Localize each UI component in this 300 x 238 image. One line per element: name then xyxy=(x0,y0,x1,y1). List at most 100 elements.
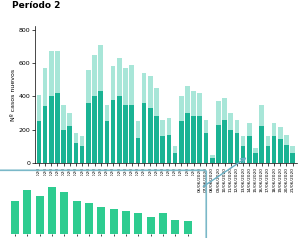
Bar xyxy=(247,123,252,136)
Bar xyxy=(11,200,19,234)
Bar xyxy=(98,91,103,163)
Bar xyxy=(110,209,118,234)
Bar xyxy=(148,76,153,108)
Bar xyxy=(235,133,239,163)
Y-axis label: Nº casos nuevos: Nº casos nuevos xyxy=(11,69,16,121)
Bar xyxy=(136,138,140,163)
Bar xyxy=(278,139,283,163)
Bar xyxy=(43,68,47,106)
Bar xyxy=(191,91,196,116)
Bar xyxy=(173,153,177,163)
Bar xyxy=(123,68,128,105)
Bar xyxy=(129,64,134,105)
Bar xyxy=(80,136,85,146)
Bar xyxy=(122,211,130,234)
Bar xyxy=(111,100,116,163)
Bar xyxy=(49,51,53,96)
Bar xyxy=(142,103,146,163)
Bar xyxy=(117,96,122,163)
Bar xyxy=(68,113,72,126)
Bar xyxy=(278,127,283,139)
Bar xyxy=(97,207,105,234)
Bar xyxy=(117,58,122,96)
Bar xyxy=(253,153,258,163)
Bar xyxy=(37,121,41,163)
Bar xyxy=(266,136,270,146)
Bar xyxy=(86,69,91,103)
Bar xyxy=(74,133,78,143)
Bar xyxy=(98,45,103,91)
Bar xyxy=(61,105,66,130)
Bar xyxy=(92,55,97,96)
Bar xyxy=(167,118,171,135)
Bar xyxy=(228,113,233,130)
Bar xyxy=(154,116,159,163)
Bar xyxy=(222,120,227,163)
Text: Período 2: Período 2 xyxy=(12,1,60,10)
Bar xyxy=(105,121,109,163)
Bar xyxy=(129,105,134,163)
Bar xyxy=(123,105,128,163)
Bar xyxy=(260,126,264,163)
Bar xyxy=(92,96,97,163)
Bar xyxy=(266,146,270,163)
Bar xyxy=(23,190,31,234)
Bar xyxy=(185,113,190,163)
Bar xyxy=(290,153,295,163)
Bar xyxy=(37,95,41,121)
Bar xyxy=(148,108,153,163)
Bar xyxy=(197,93,202,116)
Bar xyxy=(49,96,53,163)
Bar xyxy=(290,146,295,153)
Bar xyxy=(105,105,109,121)
Bar xyxy=(160,136,165,163)
Bar xyxy=(210,158,214,163)
Bar xyxy=(204,120,208,133)
Bar xyxy=(284,145,289,163)
Bar xyxy=(48,187,56,234)
Bar xyxy=(61,130,66,163)
Bar xyxy=(159,213,167,234)
Bar xyxy=(160,120,165,136)
Bar xyxy=(216,125,221,163)
Bar xyxy=(173,146,177,153)
Bar xyxy=(191,116,196,163)
Bar xyxy=(74,143,78,163)
Bar xyxy=(184,221,192,234)
Bar xyxy=(55,93,60,163)
Bar xyxy=(241,136,245,146)
Bar xyxy=(179,121,184,163)
Bar xyxy=(228,130,233,163)
Bar xyxy=(247,136,252,163)
Bar xyxy=(134,213,142,234)
Bar xyxy=(222,98,227,120)
Bar xyxy=(235,120,239,133)
Bar xyxy=(147,218,154,234)
Bar xyxy=(111,66,116,100)
Bar xyxy=(284,135,289,145)
Bar xyxy=(216,101,221,125)
Bar xyxy=(210,155,214,158)
Bar xyxy=(85,203,93,234)
Bar xyxy=(80,146,85,163)
Bar xyxy=(167,135,171,163)
Bar xyxy=(272,136,276,163)
Bar xyxy=(142,73,146,103)
Bar xyxy=(204,133,208,163)
Bar xyxy=(260,105,264,126)
Bar xyxy=(197,116,202,163)
Bar xyxy=(68,126,72,163)
Bar xyxy=(136,121,140,138)
Bar xyxy=(60,192,68,234)
Bar xyxy=(253,148,258,153)
Bar xyxy=(73,200,81,234)
Bar xyxy=(43,106,47,163)
Bar xyxy=(185,86,190,113)
Bar xyxy=(36,196,43,234)
Bar xyxy=(55,51,60,93)
Bar xyxy=(179,96,184,121)
Bar xyxy=(154,88,159,116)
Bar xyxy=(272,123,276,136)
Bar xyxy=(241,146,245,163)
Bar xyxy=(86,103,91,163)
